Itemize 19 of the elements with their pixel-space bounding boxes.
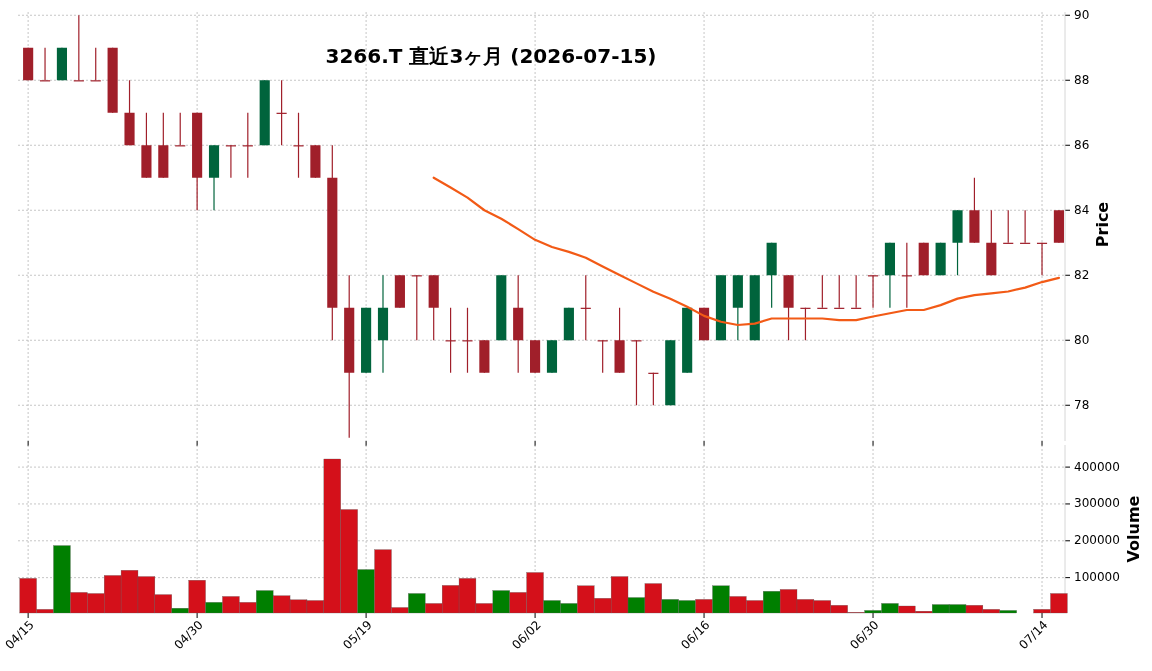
y-tick-label: 400000: [1074, 459, 1120, 474]
y-tick-label: 300000: [1074, 496, 1120, 511]
candlestick: [462, 307, 473, 374]
y-tick-label: 86: [1074, 137, 1090, 152]
y-tick-label: 90: [1074, 7, 1090, 22]
y-tick-label: 200000: [1074, 533, 1120, 548]
y-axis-title: Volume: [1123, 495, 1143, 563]
line-series: [432, 176, 1061, 327]
text: 3266.T 直近3ヶ月 (2026-07-15): [325, 43, 657, 68]
candlestick: [800, 307, 811, 341]
y-tick-label: 78: [1074, 397, 1090, 412]
y-tick-label: 82: [1074, 267, 1090, 282]
y-tick-label: 84: [1074, 202, 1090, 217]
y-tick-label: 80: [1074, 332, 1090, 347]
y-tick-label: 100000: [1074, 570, 1120, 585]
y-axis-title: Price: [1092, 201, 1112, 248]
candlestick: [631, 339, 642, 406]
candlestick: [293, 112, 304, 179]
y-tick-label: 88: [1074, 72, 1090, 87]
